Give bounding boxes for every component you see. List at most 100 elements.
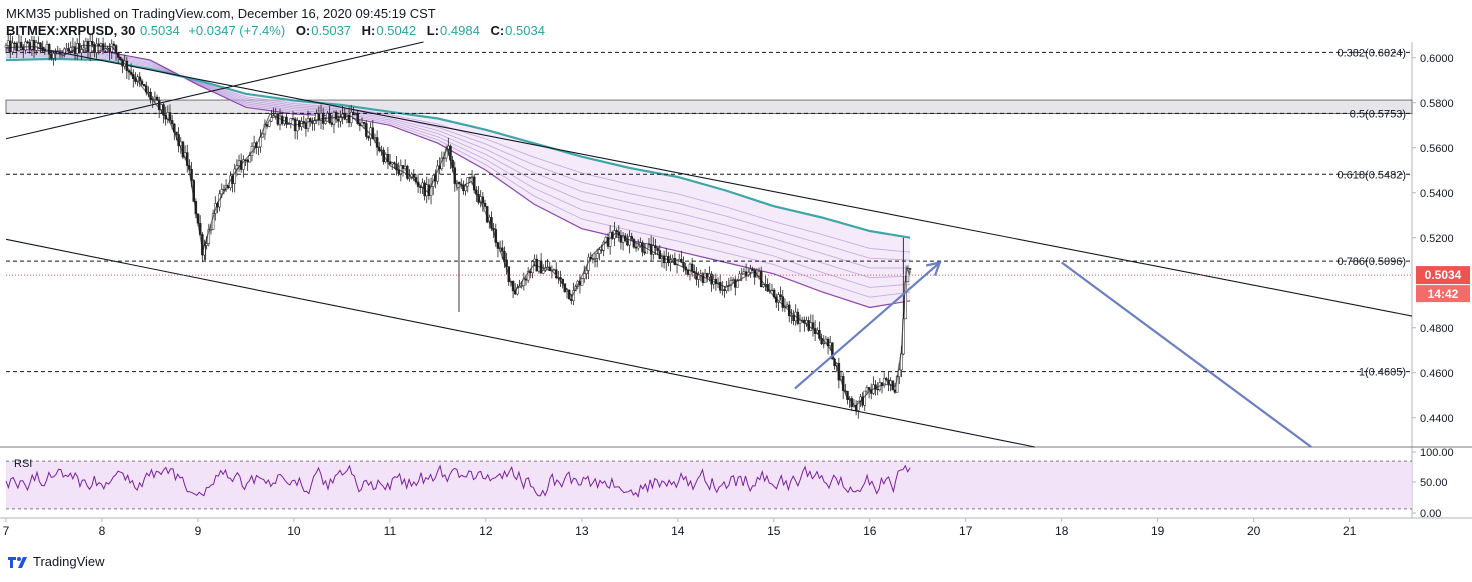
candle-body [542, 270, 545, 274]
candle-body [112, 43, 116, 46]
symbol-label[interactable]: BITMEX:XRPUSD, 30 [6, 23, 136, 38]
candle-body [265, 124, 269, 127]
time-tick-label: 10 [287, 524, 301, 538]
candle-body [140, 80, 144, 85]
candle-body [770, 289, 774, 292]
chart-header: MKM35 published on TradingView.com, Dece… [6, 5, 546, 39]
candle-body [811, 322, 815, 329]
ema-ribbon-line [5, 54, 911, 269]
candle-body [505, 259, 508, 267]
candle-body [401, 165, 405, 169]
price-tick-label: 0.5600 [1420, 143, 1454, 155]
close-value: 0.5034 [505, 23, 545, 38]
candle-body [47, 44, 51, 55]
candle-body [740, 273, 744, 275]
candle-body [503, 251, 506, 261]
ema-ribbon-line [5, 55, 911, 261]
candle-body [552, 269, 556, 271]
candle-body [278, 115, 282, 125]
candle-body [893, 389, 897, 393]
candle-body [162, 104, 165, 116]
time-tick-label: 11 [384, 524, 397, 538]
fib-level-label: 0.5(0.5753) [1350, 108, 1406, 120]
candle-body [671, 258, 674, 260]
price-path-line [5, 44, 911, 408]
candle-body [779, 294, 782, 297]
countdown-badge [1416, 285, 1470, 303]
candle-body [296, 120, 299, 132]
candle-body [6, 40, 10, 46]
candle-body [306, 118, 310, 130]
candle-body [734, 279, 737, 288]
candle-body [636, 245, 640, 249]
candle-body [155, 96, 159, 101]
rsi-band [6, 461, 1412, 509]
candle-body [682, 261, 685, 268]
candle-body [593, 258, 597, 260]
candle-body [634, 246, 638, 249]
time-tick-label: 14 [671, 524, 685, 538]
fib-level-label: 1(0.4605) [1359, 367, 1406, 379]
candle-body [22, 47, 25, 51]
rsi-tick-label: 50.00 [1420, 477, 1448, 489]
fib-level-label: 0.786(0.5096) [1338, 256, 1407, 268]
candle-body [598, 249, 601, 254]
candle-body [460, 183, 463, 186]
ohlc-line: BITMEX:XRPUSD, 30 0.5034 +0.0347 (+7.4%)… [6, 22, 546, 39]
candle-body [332, 111, 336, 125]
candle-body [252, 142, 256, 147]
candle-body [626, 240, 629, 246]
candle-body [867, 387, 871, 391]
candle-body [688, 263, 692, 275]
tradingview-brand: TradingView [33, 554, 105, 569]
candle-body [367, 136, 370, 139]
price-tick-label: 0.5400 [1420, 188, 1454, 200]
candle-body [408, 176, 411, 179]
candle-body [276, 113, 280, 125]
candle-body [721, 289, 724, 291]
candle-body [373, 137, 377, 140]
candle-body [742, 271, 746, 275]
candle-body [101, 43, 105, 51]
candle-body [483, 202, 487, 207]
candle-body [190, 169, 193, 181]
candle-body [257, 146, 260, 148]
candle-body [339, 117, 342, 122]
candle-body [876, 388, 879, 391]
time-tick-label: 19 [1151, 524, 1165, 538]
candle-body [697, 275, 700, 280]
bar-countdown: 14:42 [1428, 287, 1459, 301]
candle-body [570, 298, 573, 301]
early-support-line [5, 41, 424, 140]
candle-body [209, 229, 213, 231]
candle-body [334, 111, 338, 120]
candle-body [69, 47, 72, 52]
candle-body [95, 43, 98, 53]
candle-body [583, 273, 586, 279]
candle-body [406, 165, 409, 179]
rsi-tick-label: 0.00 [1420, 508, 1441, 520]
candle-body [725, 285, 728, 291]
candle-body [885, 378, 888, 381]
down-projection-line [1061, 261, 1312, 448]
candle-body [501, 247, 504, 252]
price-change: +0.0347 (+7.4%) [188, 23, 286, 38]
candle-body [58, 51, 62, 54]
candle-body [908, 268, 912, 270]
time-tick-label: 9 [195, 524, 202, 538]
candle-body [790, 315, 793, 317]
up-arrow-head [925, 260, 942, 277]
candle-body [710, 273, 713, 285]
candle-body [887, 379, 890, 385]
price-tick-label: 0.4400 [1420, 413, 1454, 425]
candle-body [168, 112, 172, 121]
candle-body [654, 245, 657, 249]
candle-body [656, 247, 659, 251]
candle-body [65, 48, 68, 50]
candle-body [67, 48, 70, 52]
candle-body [88, 41, 92, 53]
candle-body [412, 174, 416, 178]
tradingview-footer[interactable]: TradingView [8, 554, 105, 569]
candle-body [246, 159, 249, 163]
